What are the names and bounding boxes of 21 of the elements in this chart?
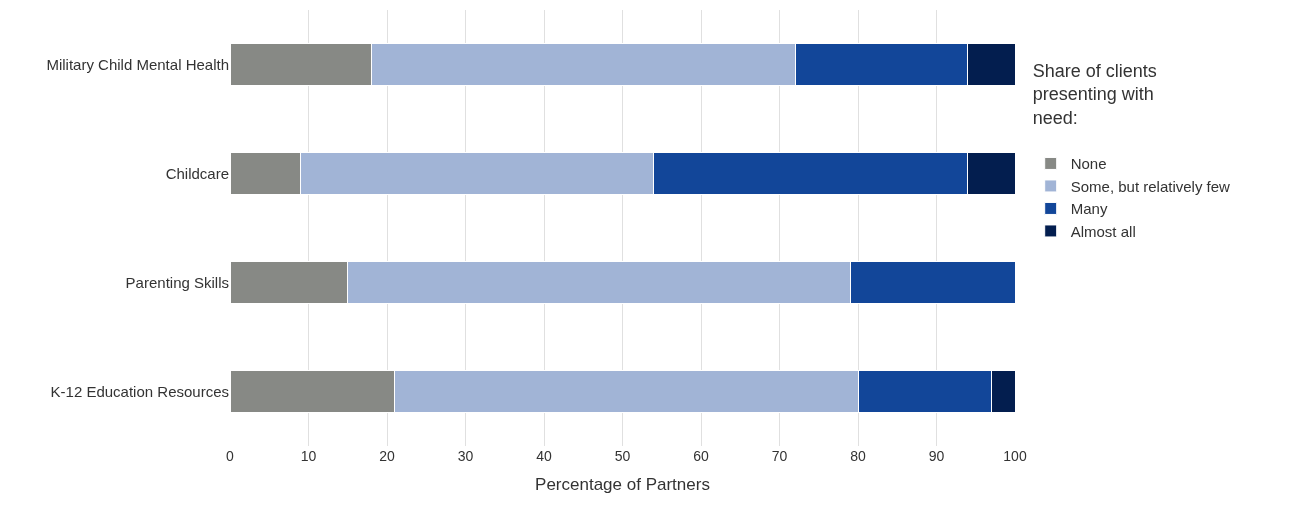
y-tick-label: Military Child Mental Health — [46, 55, 229, 73]
legend-label: None — [1070, 155, 1107, 173]
x-tick-label: 100 — [1003, 448, 1027, 464]
x-tick-label: 60 — [693, 448, 709, 464]
x-tick-label: 0 — [226, 448, 235, 464]
legend-title: Share of clients presenting with need: — [1032, 61, 1157, 128]
x-axis-title: Percentage of Partners — [535, 475, 710, 495]
y-tick-label: Parenting Skills — [125, 273, 229, 291]
legend-label: Almost all — [1070, 222, 1136, 240]
legend-label: Many — [1070, 200, 1108, 218]
y-tick-label: K-12 Education Resources — [50, 382, 229, 400]
x-tick-label: 30 — [457, 448, 474, 464]
x-tick-label: 40 — [536, 448, 552, 464]
x-tick-label: 20 — [379, 448, 395, 464]
x-tick-label: 10 — [300, 448, 317, 464]
x-tick-label: 90 — [928, 448, 945, 464]
legend-label: Some, but relatively few — [1070, 177, 1231, 195]
x-tick-label: 80 — [850, 448, 866, 464]
x-tick-label: 50 — [614, 448, 631, 464]
x-tick-label: 70 — [771, 448, 788, 464]
y-tick-label: Childcare — [165, 164, 229, 182]
